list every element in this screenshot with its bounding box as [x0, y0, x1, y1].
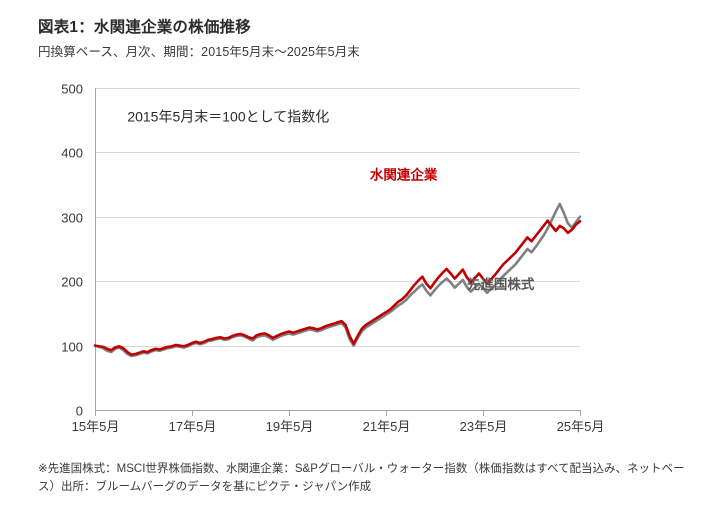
- y-axis-tick-label: 400: [61, 146, 83, 161]
- y-axis-tick-label: 200: [61, 275, 83, 290]
- line-chart-svg: 0 100 200 300 400 500 15年5月 17年5月 19年5月 21年5月 23年…: [61, 82, 605, 434]
- x-axis-tick-label: 17年5月: [169, 419, 217, 433]
- x-axis-tick-label: 15年5月: [72, 419, 120, 433]
- x-axis-labels-group: 15年5月 17年5月 19年5月 21年5月 23年5月 25年5月: [72, 410, 605, 433]
- index-base-note: 2015年5月末＝100として指数化: [127, 108, 329, 124]
- x-axis-tick-label: 19年5月: [266, 419, 314, 433]
- x-axis-tick-label: 23年5月: [460, 419, 508, 433]
- series-line-water-related: [93, 219, 582, 356]
- x-axis-tick-label: 21年5月: [363, 419, 411, 433]
- x-axis-tick-label: 25年5月: [557, 419, 605, 433]
- page-title: 図表1：水関連企業の株価推移: [38, 19, 251, 36]
- data-series-group: [93, 202, 582, 358]
- developed-series-tag: 先進国株式: [467, 276, 535, 292]
- y-axis-tick-label: 500: [61, 82, 83, 97]
- water-series-tag: 水関連企業: [370, 166, 438, 182]
- chart-footnote: ※先進国株式：MSCI世界株価指数、水関連企業：S&Pグローバル・ウォーター指数…: [38, 463, 685, 493]
- y-axis-labels-group: 0 100 200 300 400 500: [61, 82, 83, 419]
- y-axis-tick-label: 0: [76, 404, 83, 419]
- chart-subtitle: 円換算ベース、月次、期間：2015年5月末～2025年5月末: [38, 45, 360, 59]
- y-axis-tick-label: 100: [61, 340, 83, 355]
- y-axis-tick-label: 300: [61, 211, 83, 226]
- gridlines-group: [95, 88, 580, 411]
- chart-plot-area: 0 100 200 300 400 500 15年5月 17年5月 19年5月 21年5月 23年…: [0, 78, 710, 434]
